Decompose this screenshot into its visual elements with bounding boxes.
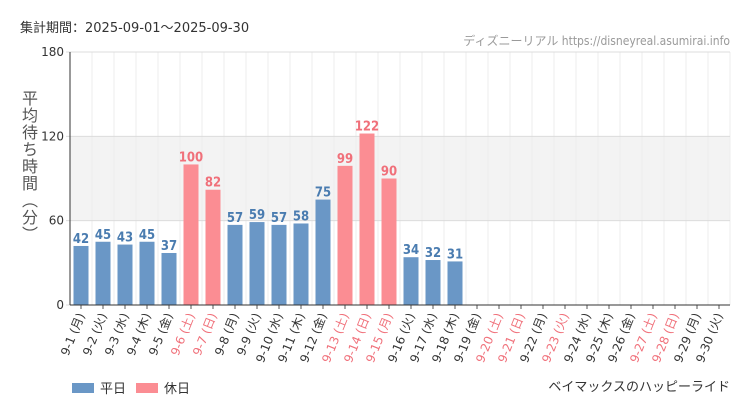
bar-value-label: 42 — [73, 232, 89, 247]
bar-value-label: 43 — [117, 231, 133, 246]
bar — [117, 244, 133, 305]
legend-weekday: 平日 — [72, 378, 126, 397]
bar-value-label: 82 — [205, 176, 221, 191]
y-tick-label: 0 — [56, 298, 64, 312]
bar-value-label: 75 — [315, 186, 331, 201]
ride-name: ベイマックスのハッピーライド — [548, 380, 730, 395]
bar-value-label: 99 — [337, 152, 353, 167]
bar — [249, 222, 265, 305]
bar-value-label: 45 — [139, 228, 155, 243]
legend-weekday-swatch — [72, 382, 94, 393]
bar-value-label: 34 — [403, 243, 419, 258]
bar-value-label: 37 — [161, 239, 177, 254]
y-tick-label: 120 — [41, 129, 64, 143]
legend-holiday: 休日 — [136, 378, 190, 397]
bar — [183, 164, 199, 305]
site-credit: ディズニーリアル https://disneyreal.asumirai.inf… — [463, 34, 730, 48]
bar — [359, 133, 375, 305]
y-axis-label: 平均待ち時間（分） — [19, 90, 38, 243]
bar — [403, 257, 419, 305]
bar-value-label: 32 — [425, 246, 441, 261]
bar — [227, 224, 243, 305]
bar — [139, 241, 155, 305]
legend-holiday-swatch — [136, 382, 158, 393]
bar-value-label: 45 — [95, 228, 111, 243]
bar-value-label: 100 — [179, 150, 203, 165]
bar-value-label: 57 — [271, 211, 287, 226]
legend-holiday-label: 休日 — [164, 382, 191, 397]
bar — [161, 252, 177, 305]
bar — [73, 245, 89, 305]
period-label: 集計期間：2025-09-01～2025-09-30 — [20, 21, 250, 36]
bar-value-label: 122 — [355, 120, 379, 135]
bar — [337, 165, 353, 305]
bar — [205, 189, 221, 305]
y-tick-label: 180 — [41, 45, 64, 59]
bar — [425, 260, 441, 305]
bar-value-label: 57 — [227, 211, 243, 226]
bar — [315, 199, 331, 305]
y-tick-label: 60 — [49, 214, 64, 228]
bar — [95, 241, 111, 305]
bar-value-label: 90 — [381, 165, 397, 180]
bar — [293, 223, 309, 305]
bar — [447, 261, 463, 305]
bar — [271, 224, 287, 305]
bar-value-label: 31 — [447, 247, 463, 262]
legend-weekday-label: 平日 — [100, 382, 127, 397]
bar-value-label: 58 — [293, 209, 309, 224]
bar-value-label: 59 — [249, 208, 265, 223]
bar — [381, 178, 397, 305]
